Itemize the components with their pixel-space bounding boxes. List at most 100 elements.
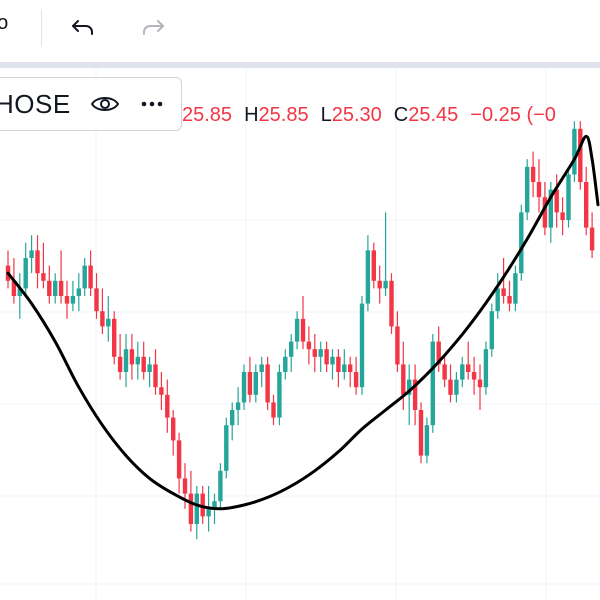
price-chart[interactable] bbox=[0, 68, 600, 600]
candle bbox=[306, 326, 312, 365]
candle-body bbox=[584, 182, 589, 228]
symbol-name[interactable]: HOSE bbox=[0, 89, 71, 119]
candle bbox=[448, 364, 453, 403]
candle bbox=[29, 235, 34, 274]
candle bbox=[318, 341, 323, 372]
candle-body bbox=[94, 288, 99, 312]
candle bbox=[383, 212, 388, 296]
candle-body bbox=[442, 364, 447, 380]
change-value: −0.25 (−0 bbox=[470, 104, 556, 126]
symbol-legend[interactable]: HOSE bbox=[0, 77, 182, 131]
candle-body bbox=[212, 501, 217, 509]
candle-body bbox=[507, 296, 512, 304]
candle-body bbox=[41, 273, 46, 281]
candle-body bbox=[471, 372, 477, 380]
candle bbox=[401, 341, 406, 410]
candle bbox=[241, 364, 247, 410]
candle bbox=[418, 402, 424, 464]
candle-body bbox=[548, 189, 553, 228]
top-toolbar: ho bbox=[0, 0, 600, 62]
candle-body bbox=[389, 280, 394, 327]
candle-body bbox=[513, 273, 518, 304]
candle-body bbox=[424, 425, 430, 456]
more-horizontal-icon[interactable] bbox=[137, 90, 167, 118]
toolbar-partial-label[interactable]: ho bbox=[0, 12, 9, 34]
candle bbox=[300, 296, 306, 350]
candle bbox=[466, 341, 471, 380]
candle bbox=[265, 356, 270, 410]
candle-body bbox=[147, 364, 152, 372]
candle bbox=[371, 242, 376, 289]
candle-body bbox=[230, 410, 235, 426]
candle bbox=[159, 372, 164, 410]
candle bbox=[454, 372, 459, 403]
candle bbox=[23, 242, 28, 296]
redo-icon[interactable] bbox=[138, 12, 168, 42]
candle-body bbox=[560, 212, 565, 220]
candle bbox=[123, 334, 129, 388]
candle-body bbox=[64, 296, 70, 304]
candle bbox=[501, 258, 506, 304]
candle bbox=[17, 273, 22, 319]
candle-body bbox=[23, 258, 28, 289]
candle bbox=[336, 349, 341, 388]
candle-body bbox=[300, 318, 306, 342]
candle bbox=[525, 159, 530, 220]
candle-body bbox=[194, 493, 199, 524]
candle bbox=[218, 463, 223, 509]
candle bbox=[348, 356, 353, 388]
candle-body bbox=[324, 349, 329, 365]
undo-icon[interactable] bbox=[68, 12, 98, 42]
candle-body bbox=[241, 372, 247, 403]
candle-body bbox=[171, 417, 176, 441]
candle-body bbox=[489, 311, 494, 350]
candle bbox=[165, 379, 170, 433]
candle-body bbox=[495, 288, 500, 312]
candle bbox=[64, 280, 70, 319]
candle bbox=[153, 349, 158, 395]
toolbar-divider bbox=[41, 9, 42, 47]
candle bbox=[235, 387, 241, 426]
candle-body bbox=[377, 280, 382, 289]
candle-body bbox=[466, 364, 471, 372]
candle-body bbox=[283, 356, 288, 372]
candle bbox=[277, 364, 282, 426]
candle-body bbox=[35, 250, 40, 274]
candle bbox=[171, 410, 176, 456]
close-label: C bbox=[393, 104, 409, 126]
candle bbox=[35, 235, 40, 289]
candle bbox=[112, 311, 117, 365]
candle bbox=[47, 265, 52, 304]
candle bbox=[477, 364, 483, 410]
candle bbox=[194, 486, 199, 540]
candle bbox=[519, 204, 524, 281]
high-value: 25.85 bbox=[258, 104, 309, 126]
candle bbox=[41, 242, 46, 289]
candle-body bbox=[29, 250, 34, 258]
candle bbox=[412, 364, 418, 426]
candle bbox=[554, 174, 559, 228]
candle bbox=[353, 356, 359, 395]
candle bbox=[224, 417, 229, 479]
high-label: H bbox=[244, 104, 259, 126]
candle-body bbox=[566, 174, 571, 220]
candle-body bbox=[530, 166, 536, 182]
eye-icon[interactable] bbox=[89, 90, 121, 118]
candle bbox=[147, 356, 152, 388]
candle bbox=[578, 121, 583, 190]
candle bbox=[560, 197, 565, 236]
candle bbox=[76, 273, 81, 312]
candle-body bbox=[342, 364, 347, 372]
candle-body bbox=[206, 508, 211, 517]
candle-body bbox=[159, 387, 164, 395]
candle bbox=[312, 334, 317, 372]
candle bbox=[471, 356, 477, 395]
candle bbox=[483, 341, 489, 395]
candle bbox=[572, 121, 577, 182]
candle-body bbox=[383, 280, 388, 289]
low-label: L bbox=[320, 104, 332, 126]
candle bbox=[247, 356, 253, 403]
candle-body bbox=[501, 288, 506, 296]
candle bbox=[489, 303, 494, 357]
candlestick-series bbox=[5, 121, 595, 540]
